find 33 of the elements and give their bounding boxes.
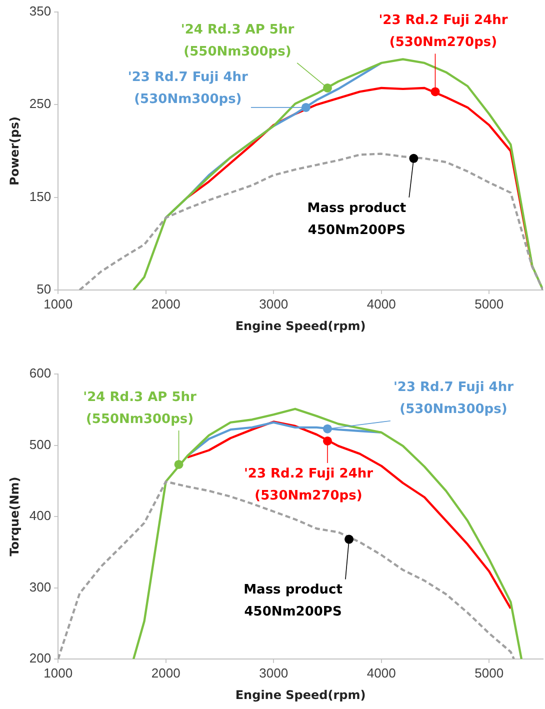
x-tick-label: 1000 — [44, 296, 73, 312]
y-tick-label: 600 — [29, 366, 52, 381]
x-tick-label: 3000 — [259, 296, 288, 312]
x-tick-label: 5000 — [474, 296, 504, 312]
annotation: '23 Rd.2 Fuji 24hr (530Nm270ps) — [244, 466, 374, 504]
annotation: '23 Rd.7 Fuji 4hr (530Nm300ps) — [128, 70, 249, 107]
x-tick-label: 4000 — [366, 665, 396, 680]
y-tick-label: 150 — [29, 188, 52, 204]
annotation: Mass product 450Nm200PS — [307, 200, 406, 238]
y-tick-label: 350 — [29, 4, 52, 19]
x-tick-label: 4000 — [366, 296, 396, 312]
x-tick-label: 5000 — [474, 665, 504, 680]
y-axis-title: Torque(Nm) — [7, 476, 22, 556]
y-tick-label: 500 — [29, 436, 52, 452]
y-axis-title: Power(ps) — [7, 116, 22, 186]
y-tick-label: 250 — [29, 96, 52, 112]
y-tick-label: 200 — [29, 650, 52, 666]
x-axis-title: Engine Speed(rpm) — [235, 688, 366, 702]
x-tick-label: 2000 — [151, 296, 180, 312]
annotation: '24 Rd.3 AP 5hr (550Nm300ps) — [180, 22, 295, 60]
x-axis-title: Engine Speed(rpm) — [235, 318, 366, 333]
y-tick-label: 300 — [29, 579, 52, 594]
annotation: '23 Rd.7 Fuji 4hr (530Nm300ps) — [393, 380, 514, 418]
y-tick-label: 50 — [36, 282, 52, 297]
annotation: '24 Rd.3 AP 5hr (550Nm300ps) — [83, 390, 197, 427]
x-tick-label: 1000 — [44, 665, 73, 680]
annotation: '23 Rd.2 Fuji 24hr (530Nm270ps) — [378, 13, 508, 50]
line-series — [78, 152, 543, 290]
x-tick-label: 2000 — [151, 665, 180, 680]
line-series — [58, 480, 516, 659]
annotation: Mass product 450Nm200PS — [244, 582, 342, 620]
y-tick-label: 400 — [29, 508, 52, 524]
x-tick-label: 3000 — [259, 665, 288, 680]
